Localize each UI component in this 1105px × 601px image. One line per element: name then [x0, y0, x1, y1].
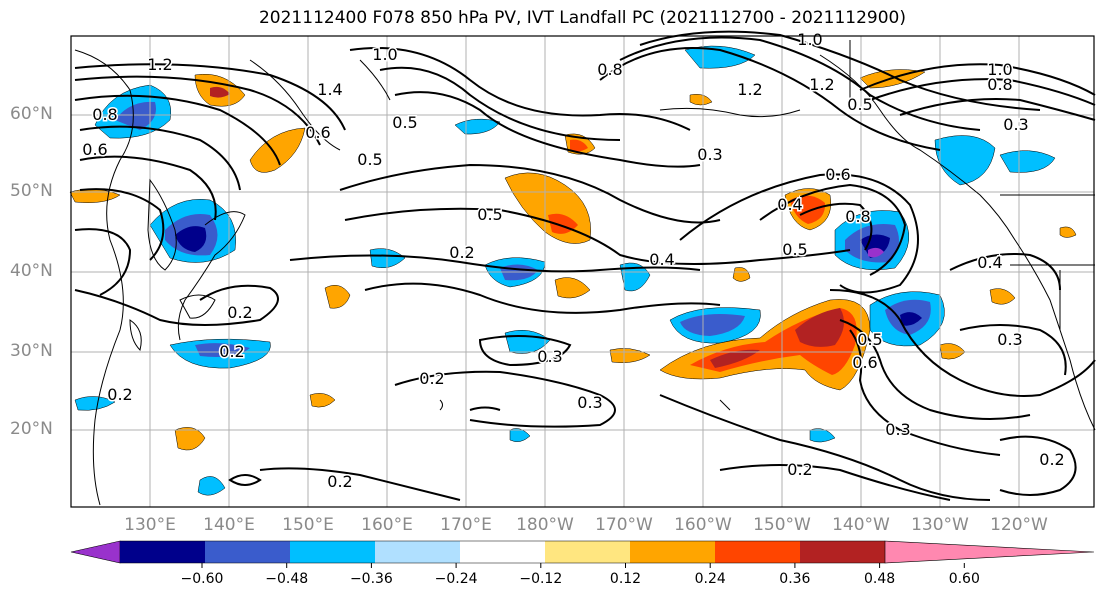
lon-label: 130°E	[124, 515, 176, 535]
contour-label: 0.4	[777, 195, 802, 214]
colorbar-tick-label: 0.48	[864, 571, 896, 587]
contour-label: 1.2	[737, 80, 762, 99]
contour-label: 0.3	[885, 420, 910, 439]
lat-label: 20°N	[10, 419, 53, 439]
lat-label: 50°N	[10, 181, 53, 201]
colorbar-segment	[120, 541, 205, 563]
contour-label: 0.5	[477, 205, 502, 224]
colorbar-tick-label: 0.24	[694, 571, 726, 587]
lon-label: 150°E	[282, 515, 334, 535]
lon-label: 120°W	[990, 515, 1048, 535]
colorbar-tick-label: −0.12	[519, 571, 563, 587]
colorbar-extend-low	[70, 540, 121, 564]
lat-label: 40°N	[10, 261, 53, 281]
lon-label: 180°W	[516, 515, 574, 535]
contour-label: 0.2	[107, 385, 132, 404]
contour-label: 0.2	[227, 303, 252, 322]
colorbar-tick-label: −0.48	[265, 571, 309, 587]
lon-label: 160°W	[674, 515, 732, 535]
contour-label: 0.4	[649, 250, 674, 269]
contour-label: 0.3	[1003, 115, 1028, 134]
contour-label: 0.2	[419, 369, 444, 388]
colorbar-segment	[460, 541, 545, 563]
colorbar-segment	[800, 541, 885, 563]
lon-label: 160°E	[361, 515, 413, 535]
colorbar-outline	[120, 540, 885, 564]
contour-label: 0.2	[787, 460, 812, 479]
map-title: 2021112400 F078 850 hPa PV, IVT Landfall…	[258, 8, 906, 28]
colorbar-tick-label: −0.36	[349, 571, 393, 587]
contour-label: 0.5	[847, 95, 872, 114]
contour-label: 0.6	[82, 140, 107, 159]
colorbar-tick-label: 0.60	[948, 571, 980, 587]
contour-labels: 1.21.01.40.80.60.50.81.01.21.01.20.50.80…	[81, 29, 1066, 493]
coastlines	[74, 40, 1096, 506]
contour-label: 1.0	[797, 30, 822, 49]
colorbar	[70, 540, 1095, 568]
ivt-contours	[74, 30, 1096, 501]
contour-label: 0.8	[92, 105, 117, 124]
colorbar-tick-label: −0.60	[180, 571, 224, 587]
contour-label: 0.2	[449, 243, 474, 262]
contour-label: 0.6	[305, 123, 330, 142]
contour-label: 0.5	[782, 240, 807, 259]
colorbar-tick-label: 0.12	[609, 571, 642, 587]
colorbar-segment	[545, 541, 630, 563]
colorbar-segment	[290, 541, 375, 563]
colorbar-tick-label: −0.24	[434, 571, 478, 587]
contour-label: 1.2	[147, 55, 172, 74]
lon-label: 170°W	[595, 515, 653, 535]
contour-label: 0.8	[845, 207, 870, 226]
contour-label: 0.2	[219, 342, 244, 361]
contour-label: 0.6	[825, 165, 850, 184]
colorbar-segment	[375, 541, 460, 563]
contour-label: 0.8	[987, 75, 1012, 94]
lon-label: 150°W	[753, 515, 811, 535]
colorbar-segment	[630, 541, 715, 563]
contour-label: 0.3	[697, 145, 722, 164]
lat-label: 60°N	[10, 104, 53, 124]
contour-label: 0.8	[597, 60, 622, 79]
contour-label: 0.2	[1039, 450, 1064, 469]
lon-label: 170°E	[440, 515, 492, 535]
contour-label: 0.2	[327, 472, 352, 491]
contour-label: 0.5	[857, 330, 882, 349]
contour-label: 0.3	[537, 347, 562, 366]
contour-label: 0.4	[977, 253, 1002, 272]
contour-label: 0.3	[997, 330, 1022, 349]
contour-label: 0.6	[852, 353, 877, 372]
lon-label: 140°W	[832, 515, 890, 535]
contour-label: 1.4	[317, 80, 342, 99]
lon-label: 130°W	[911, 515, 969, 535]
contour-label: 0.5	[357, 150, 382, 169]
colorbar-extend-high	[884, 540, 1095, 564]
colorbar-tick-label: 0.36	[779, 571, 811, 587]
colorbar-segment	[715, 541, 800, 563]
lat-label: 30°N	[10, 341, 53, 361]
colorbar-segment	[205, 541, 290, 563]
contour-label: 0.5	[392, 113, 417, 132]
contour-label: 1.2	[809, 75, 834, 94]
contour-label: 0.3	[577, 393, 602, 412]
contour-label: 1.0	[372, 45, 397, 64]
map-frame	[70, 35, 1095, 508]
contour-label: 1.0	[987, 60, 1012, 79]
lon-label: 140°E	[203, 515, 255, 535]
